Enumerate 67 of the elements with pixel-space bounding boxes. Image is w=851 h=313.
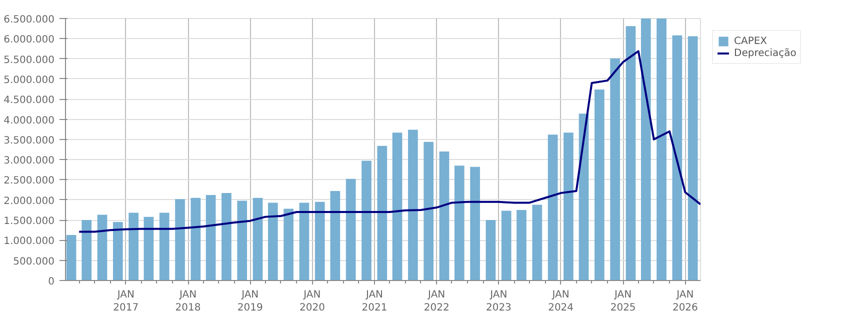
y-tick-label: 3.000.000 <box>4 156 55 167</box>
y-tick-label: 5.000.000 <box>4 74 55 86</box>
x-tick-label: JAN 2023 <box>486 290 512 313</box>
bar <box>314 202 325 280</box>
bar <box>564 132 574 280</box>
x-tick-label: JAN 2020 <box>299 290 325 313</box>
bar <box>206 195 216 280</box>
x-tick-label: JAN 2026 <box>672 290 698 313</box>
x-tick-label: JAN 2017 <box>113 290 139 313</box>
bar <box>128 212 138 280</box>
bar <box>112 222 123 280</box>
bar <box>656 18 666 280</box>
bar <box>284 208 294 280</box>
bar <box>346 178 356 280</box>
bar <box>362 160 372 280</box>
bar <box>268 202 278 280</box>
y-tick-label: 1.500.000 <box>4 216 55 228</box>
bar <box>501 210 512 280</box>
bar <box>516 210 526 280</box>
bar <box>640 18 651 280</box>
bar <box>424 142 434 280</box>
bar <box>392 132 402 280</box>
bar <box>439 152 450 280</box>
bar <box>594 89 604 280</box>
bar <box>610 58 620 280</box>
bar <box>252 198 263 280</box>
bar <box>144 216 154 280</box>
y-tick-label: 5.500.000 <box>4 54 55 66</box>
bar <box>377 146 388 280</box>
bar <box>626 26 636 280</box>
x-tick-label: JAN 2025 <box>610 290 636 313</box>
y-tick-label: 2.500.000 <box>4 176 55 187</box>
x-tick-label: JAN 2024 <box>548 290 574 313</box>
y-tick-label: 500.000 <box>13 256 55 268</box>
bar <box>532 204 542 280</box>
bar <box>66 234 76 280</box>
bar <box>672 35 682 280</box>
bar <box>190 198 201 280</box>
bar <box>299 202 310 280</box>
bar <box>688 36 698 280</box>
bar <box>454 166 464 280</box>
x-tick-label: JAN 2021 <box>362 290 388 313</box>
y-tick-label: 4.500.000 <box>4 95 55 106</box>
bar <box>408 130 418 280</box>
bar <box>237 200 248 280</box>
bar <box>330 191 340 280</box>
y-tick-label: 6.000.000 <box>4 34 55 46</box>
x-tick-label: JAN 2022 <box>424 290 450 313</box>
bar <box>97 214 108 280</box>
bar <box>159 212 170 280</box>
legend-label: CAPEX <box>734 35 768 47</box>
bar <box>82 220 92 280</box>
y-tick-label: 6.500.000 <box>4 14 55 26</box>
bar <box>175 199 185 280</box>
bar <box>470 166 480 280</box>
x-tick-label: JAN 2018 <box>175 290 201 313</box>
bar <box>548 134 558 280</box>
bar <box>222 193 232 280</box>
line-series <box>78 50 700 233</box>
bar <box>486 220 496 280</box>
legend-label: Depreciação <box>734 47 796 59</box>
y-tick-label: 0 <box>48 276 55 288</box>
y-tick-label: 4.000.000 <box>4 115 55 126</box>
y-tick-label: 1.000.000 <box>4 236 55 248</box>
x-tick-label: JAN 2019 <box>237 290 263 313</box>
y-tick-label: 2.000.000 <box>4 196 55 207</box>
y-tick-label: 3.500.000 <box>4 135 55 146</box>
